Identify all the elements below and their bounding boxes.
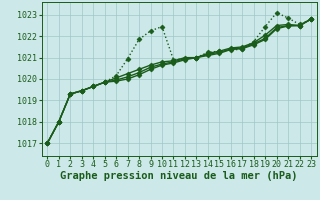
X-axis label: Graphe pression niveau de la mer (hPa): Graphe pression niveau de la mer (hPa)	[60, 171, 298, 181]
